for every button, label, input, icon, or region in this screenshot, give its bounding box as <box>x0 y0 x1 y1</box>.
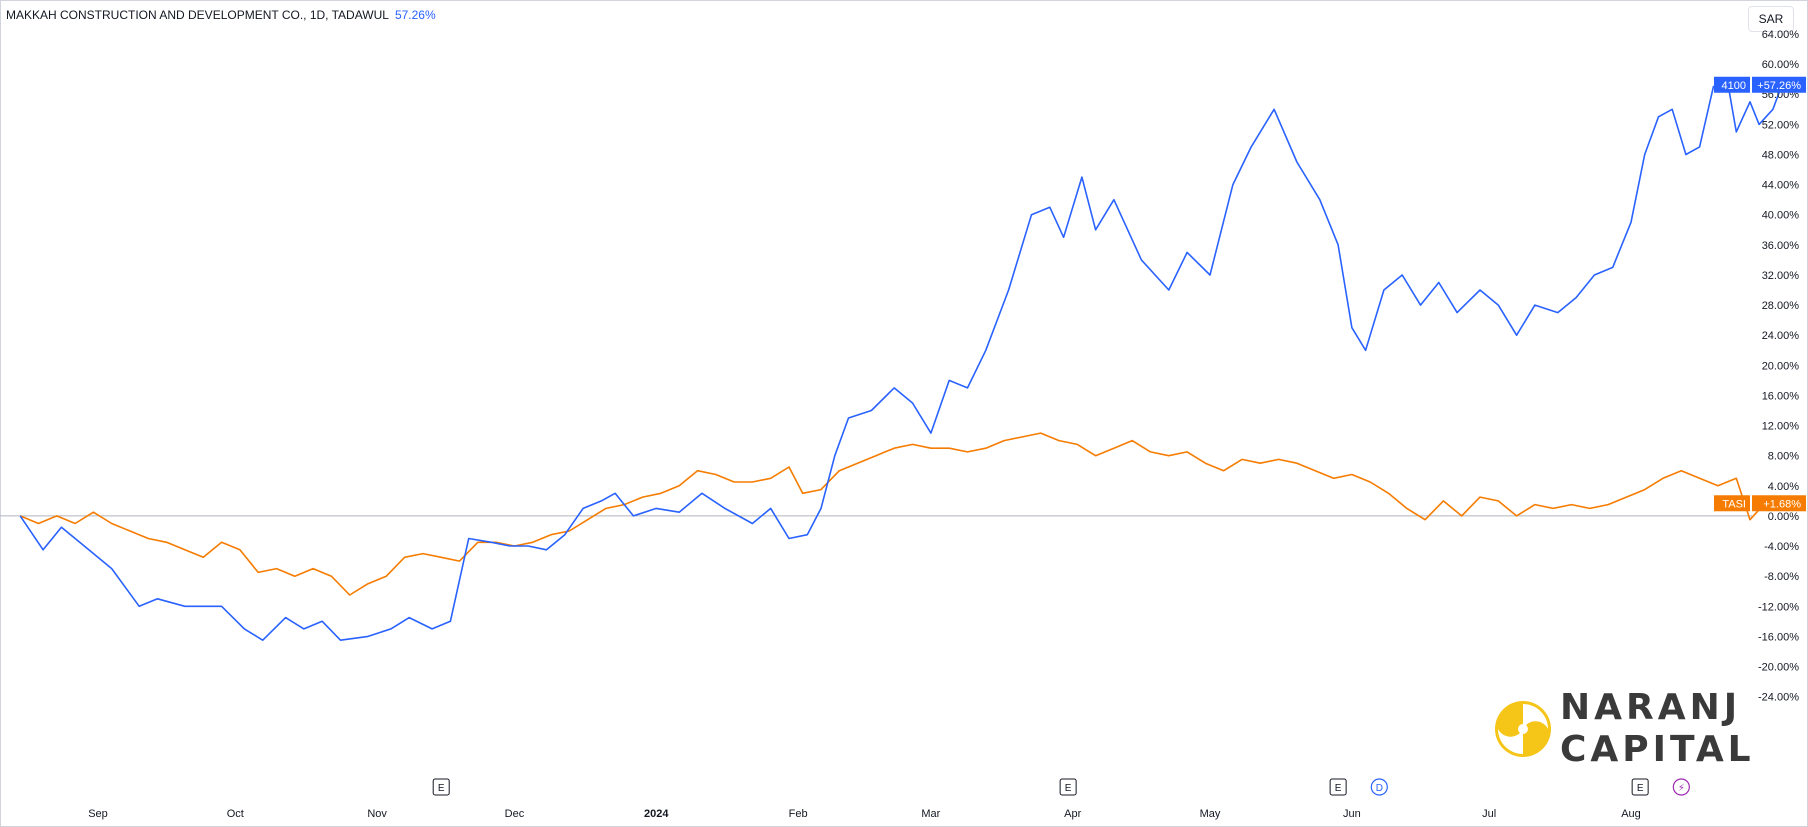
svg-text:⚡: ⚡ <box>1678 783 1685 794</box>
earnings-marker-icon[interactable]: E <box>1329 778 1347 796</box>
y-tick-label: 28.00% <box>1762 300 1800 312</box>
y-tick-label: 64.00% <box>1762 29 1800 41</box>
x-tick-label: 2024 <box>644 808 669 820</box>
svg-text:+57.26%: +57.26% <box>1757 80 1801 92</box>
x-tick-label: Mar <box>921 808 940 820</box>
y-tick-label: 60.00% <box>1762 59 1800 71</box>
svg-text:4100: 4100 <box>1722 80 1746 92</box>
y-tick-label: 8.00% <box>1768 451 1799 463</box>
x-tick-label: Dec <box>505 808 525 820</box>
svg-text:E: E <box>1637 783 1644 794</box>
y-tick-label: 32.00% <box>1762 270 1800 282</box>
currency-button[interactable]: SAR <box>1748 6 1794 32</box>
chart-header: MAKKAH CONSTRUCTION AND DEVELOPMENT CO.,… <box>6 8 436 22</box>
change-percent: 57.26% <box>394 8 436 22</box>
svg-text:TASI: TASI <box>1722 498 1746 510</box>
svg-text:E: E <box>1335 783 1342 794</box>
y-tick-label: 36.00% <box>1762 240 1800 252</box>
x-tick-label: Jul <box>1482 808 1496 820</box>
series-name-tag-tasi: TASI <box>1714 495 1750 512</box>
x-tick-label: Apr <box>1064 808 1081 820</box>
x-tick-label: May <box>1200 808 1221 820</box>
y-tick-label: 12.00% <box>1762 421 1800 433</box>
y-tick-label: -24.00% <box>1758 692 1799 704</box>
y-tick-label: -12.00% <box>1758 601 1799 613</box>
x-tick-label: Oct <box>227 808 244 820</box>
series-line-4100[interactable] <box>19 78 1783 642</box>
x-tick-label: Nov <box>367 808 387 820</box>
split-marker-icon[interactable]: ⚡ <box>1672 778 1690 796</box>
y-tick-label: 44.00% <box>1762 180 1800 192</box>
y-tick-label: 48.00% <box>1762 149 1800 161</box>
series-value-tag-tasi: +1.68% <box>1752 495 1806 512</box>
y-tick-label: 24.00% <box>1762 330 1800 342</box>
naranj-logo-icon <box>1495 701 1551 757</box>
symbol-title[interactable]: MAKKAH CONSTRUCTION AND DEVELOPMENT CO.,… <box>6 8 389 22</box>
svg-text:+1.68%: +1.68% <box>1763 498 1801 510</box>
y-tick-label: 52.00% <box>1762 119 1800 131</box>
x-tick-label: Sep <box>88 808 108 820</box>
y-tick-label: -20.00% <box>1758 662 1799 674</box>
y-tick-label: -16.00% <box>1758 631 1799 643</box>
x-tick-label: Aug <box>1621 808 1641 820</box>
logo-text-line1: NARANJ <box>1560 687 1742 728</box>
naranj-capital-logo: NARANJ CAPITAL <box>1494 687 1751 776</box>
svg-text:E: E <box>438 783 445 794</box>
y-tick-label: -8.00% <box>1764 571 1799 583</box>
svg-text:D: D <box>1376 783 1383 794</box>
y-tick-label: 0.00% <box>1768 511 1799 523</box>
svg-text:E: E <box>1065 783 1072 794</box>
earnings-marker-icon[interactable]: E <box>1059 778 1077 796</box>
series-value-tag-4100: +57.26% <box>1752 76 1806 93</box>
y-tick-label: 20.00% <box>1762 360 1800 372</box>
x-tick-label: Feb <box>789 808 808 820</box>
earnings-marker-icon[interactable]: E <box>1631 778 1649 796</box>
y-tick-label: 40.00% <box>1762 210 1800 222</box>
y-tick-label: 16.00% <box>1762 390 1800 402</box>
dividend-marker-icon[interactable]: D <box>1370 778 1388 796</box>
series-line-tasi[interactable] <box>19 432 1783 596</box>
x-tick-label: Jun <box>1343 808 1361 820</box>
y-tick-label: 4.00% <box>1768 481 1799 493</box>
series-name-tag-4100: 4100 <box>1714 76 1750 93</box>
earnings-marker-icon[interactable]: E <box>432 778 450 796</box>
logo-text-line2: CAPITAL <box>1560 729 1755 770</box>
y-tick-label: -4.00% <box>1764 541 1799 553</box>
